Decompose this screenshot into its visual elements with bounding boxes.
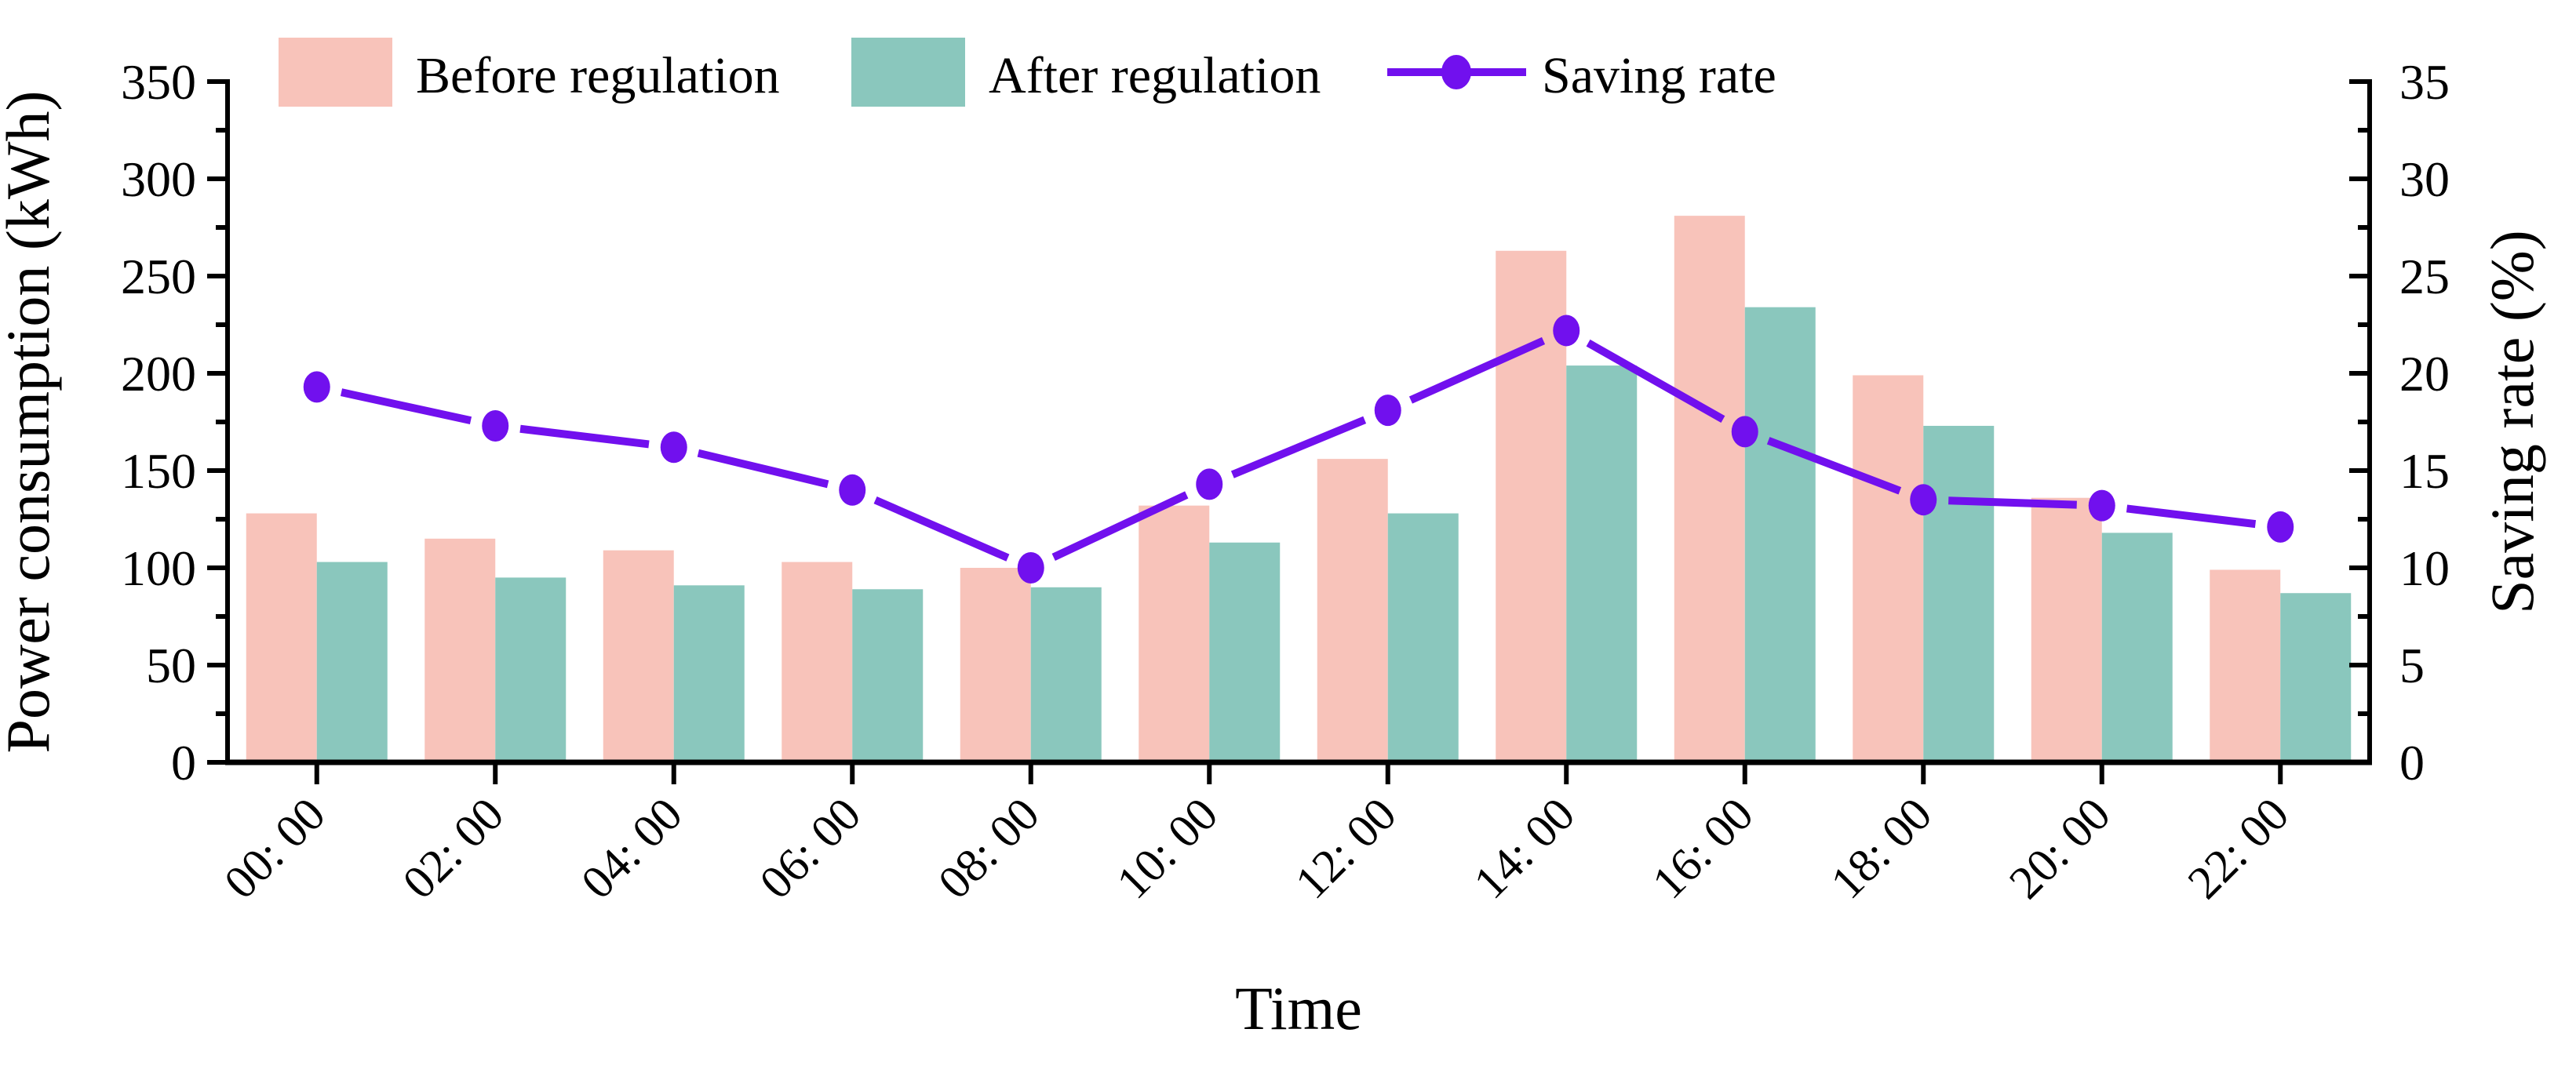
x-axis-tick-label: 08: 00 xyxy=(928,788,1049,909)
left-axis-tick-label: 350 xyxy=(121,54,196,110)
x-axis-tick-label: 04: 00 xyxy=(571,788,692,909)
right-axis-tick-label: 25 xyxy=(2399,249,2450,304)
saving-rate-dot xyxy=(303,371,330,403)
bar-after-regulation xyxy=(1209,542,1281,762)
bar-after-regulation xyxy=(673,585,745,762)
bar-before-regulation xyxy=(424,538,496,762)
bar-before-regulation xyxy=(1139,505,1210,762)
x-axis-tick-label: 02: 00 xyxy=(393,788,514,909)
right-axis-tick-label: 15 xyxy=(2399,443,2450,499)
legend: Before regulation After regulation Savin… xyxy=(279,38,1776,107)
bar-after-regulation xyxy=(316,562,388,762)
left-axis-tick-label: 150 xyxy=(121,443,196,499)
right-axis-title: Saving rate (%) xyxy=(2478,230,2546,613)
bar-before-regulation xyxy=(1317,459,1388,762)
bar-after-regulation xyxy=(1387,513,1459,762)
left-axis-title: Power consumption (kWh) xyxy=(0,91,62,754)
saving-rate-dot xyxy=(1910,484,1937,516)
saving-rate-dot xyxy=(2267,511,2294,543)
saving-rate-line-segment xyxy=(873,496,1010,562)
saving-rate-dot xyxy=(1553,315,1580,347)
bar-before-regulation xyxy=(960,568,1031,762)
bar-after-regulation xyxy=(1030,587,1102,762)
bar-before-regulation xyxy=(782,562,853,762)
saving-rate-line-segment xyxy=(519,424,650,449)
legend-swatch-after-regulation xyxy=(851,38,965,107)
right-axis-tick-label: 0 xyxy=(2399,735,2425,791)
saving-rate-dot xyxy=(1731,416,1758,448)
bar-after-regulation xyxy=(852,589,924,762)
saving-rate-line-segment xyxy=(1051,491,1189,561)
saving-rate-dot xyxy=(2088,489,2115,522)
left-axis-tick-label: 200 xyxy=(121,346,196,402)
legend-label-after-regulation: After regulation xyxy=(989,47,1321,104)
bar-after-regulation xyxy=(1923,425,1995,762)
bar-before-regulation xyxy=(1853,375,1924,762)
left-axis-tick-label: 100 xyxy=(121,540,196,596)
bar-before-regulation xyxy=(246,513,317,762)
saving-rate-dot xyxy=(482,409,509,442)
saving-rate-line-segment xyxy=(340,388,472,425)
bar-after-regulation xyxy=(1566,365,1638,762)
saving-rate-dot xyxy=(1196,468,1223,500)
saving-rate-line-segment xyxy=(697,449,829,489)
saving-rate-dot xyxy=(1017,552,1044,584)
x-axis-tick-label: 16: 00 xyxy=(1642,788,1763,909)
bar-after-regulation xyxy=(1744,307,1816,762)
legend-label-before-regulation: Before regulation xyxy=(416,47,780,104)
saving-rate-dot xyxy=(660,431,687,464)
bar-before-regulation xyxy=(603,550,674,762)
left-axis-tick-label: 50 xyxy=(146,638,196,693)
saving-rate-line-segment xyxy=(1948,496,2077,509)
left-axis-tick-label: 250 xyxy=(121,249,196,304)
saving-rate-dot xyxy=(1374,395,1401,427)
bar-after-regulation xyxy=(495,577,567,762)
saving-rate-line-segment xyxy=(2126,504,2257,529)
x-axis-tick-label: 14: 00 xyxy=(1464,788,1585,909)
x-axis-tick-label: 12: 00 xyxy=(1285,788,1406,909)
left-axis-tick-label: 0 xyxy=(171,735,196,791)
bar-after-regulation xyxy=(2280,593,2352,762)
saving-rate-line-segment xyxy=(1586,339,1725,423)
saving-rate-line-segment xyxy=(1230,416,1367,478)
right-axis-tick-label: 10 xyxy=(2399,540,2450,596)
bar-before-regulation xyxy=(2210,569,2281,762)
saving-rate-line-segment xyxy=(1408,336,1546,404)
bar-before-regulation xyxy=(2031,497,2102,762)
x-axis-tick-label: 06: 00 xyxy=(750,788,871,909)
x-axis-title: Time xyxy=(1235,974,1362,1042)
left-axis-tick-label: 300 xyxy=(121,151,196,207)
x-axis-tick-label: 22: 00 xyxy=(2178,788,2299,909)
saving-rate-line-segment xyxy=(1766,437,1902,495)
bar-after-regulation xyxy=(2101,533,2173,762)
legend-label-saving-rate: Saving rate xyxy=(1542,47,1776,104)
right-axis-tick-label: 35 xyxy=(2399,54,2450,110)
bar-before-regulation xyxy=(1674,216,1745,762)
x-axis-tick-label: 00: 00 xyxy=(214,788,335,909)
x-axis-tick-label: 10: 00 xyxy=(1107,788,1228,909)
x-axis-tick-label: 20: 00 xyxy=(1999,788,2120,909)
saving-rate-dot xyxy=(839,474,866,506)
right-axis-tick-label: 5 xyxy=(2399,638,2425,693)
right-axis-tick-label: 30 xyxy=(2399,151,2450,207)
legend-line-dot-symbol xyxy=(1387,55,1526,89)
chart-generated-content: 0 50 100 150 200 250 300 350 0 5 10 15 20 25 30 35 00: 0… xyxy=(121,54,2450,908)
legend-swatch-before-regulation xyxy=(279,38,392,107)
x-axis-tick-label: 18: 00 xyxy=(1821,788,1942,909)
right-axis-tick-label: 20 xyxy=(2399,346,2450,402)
